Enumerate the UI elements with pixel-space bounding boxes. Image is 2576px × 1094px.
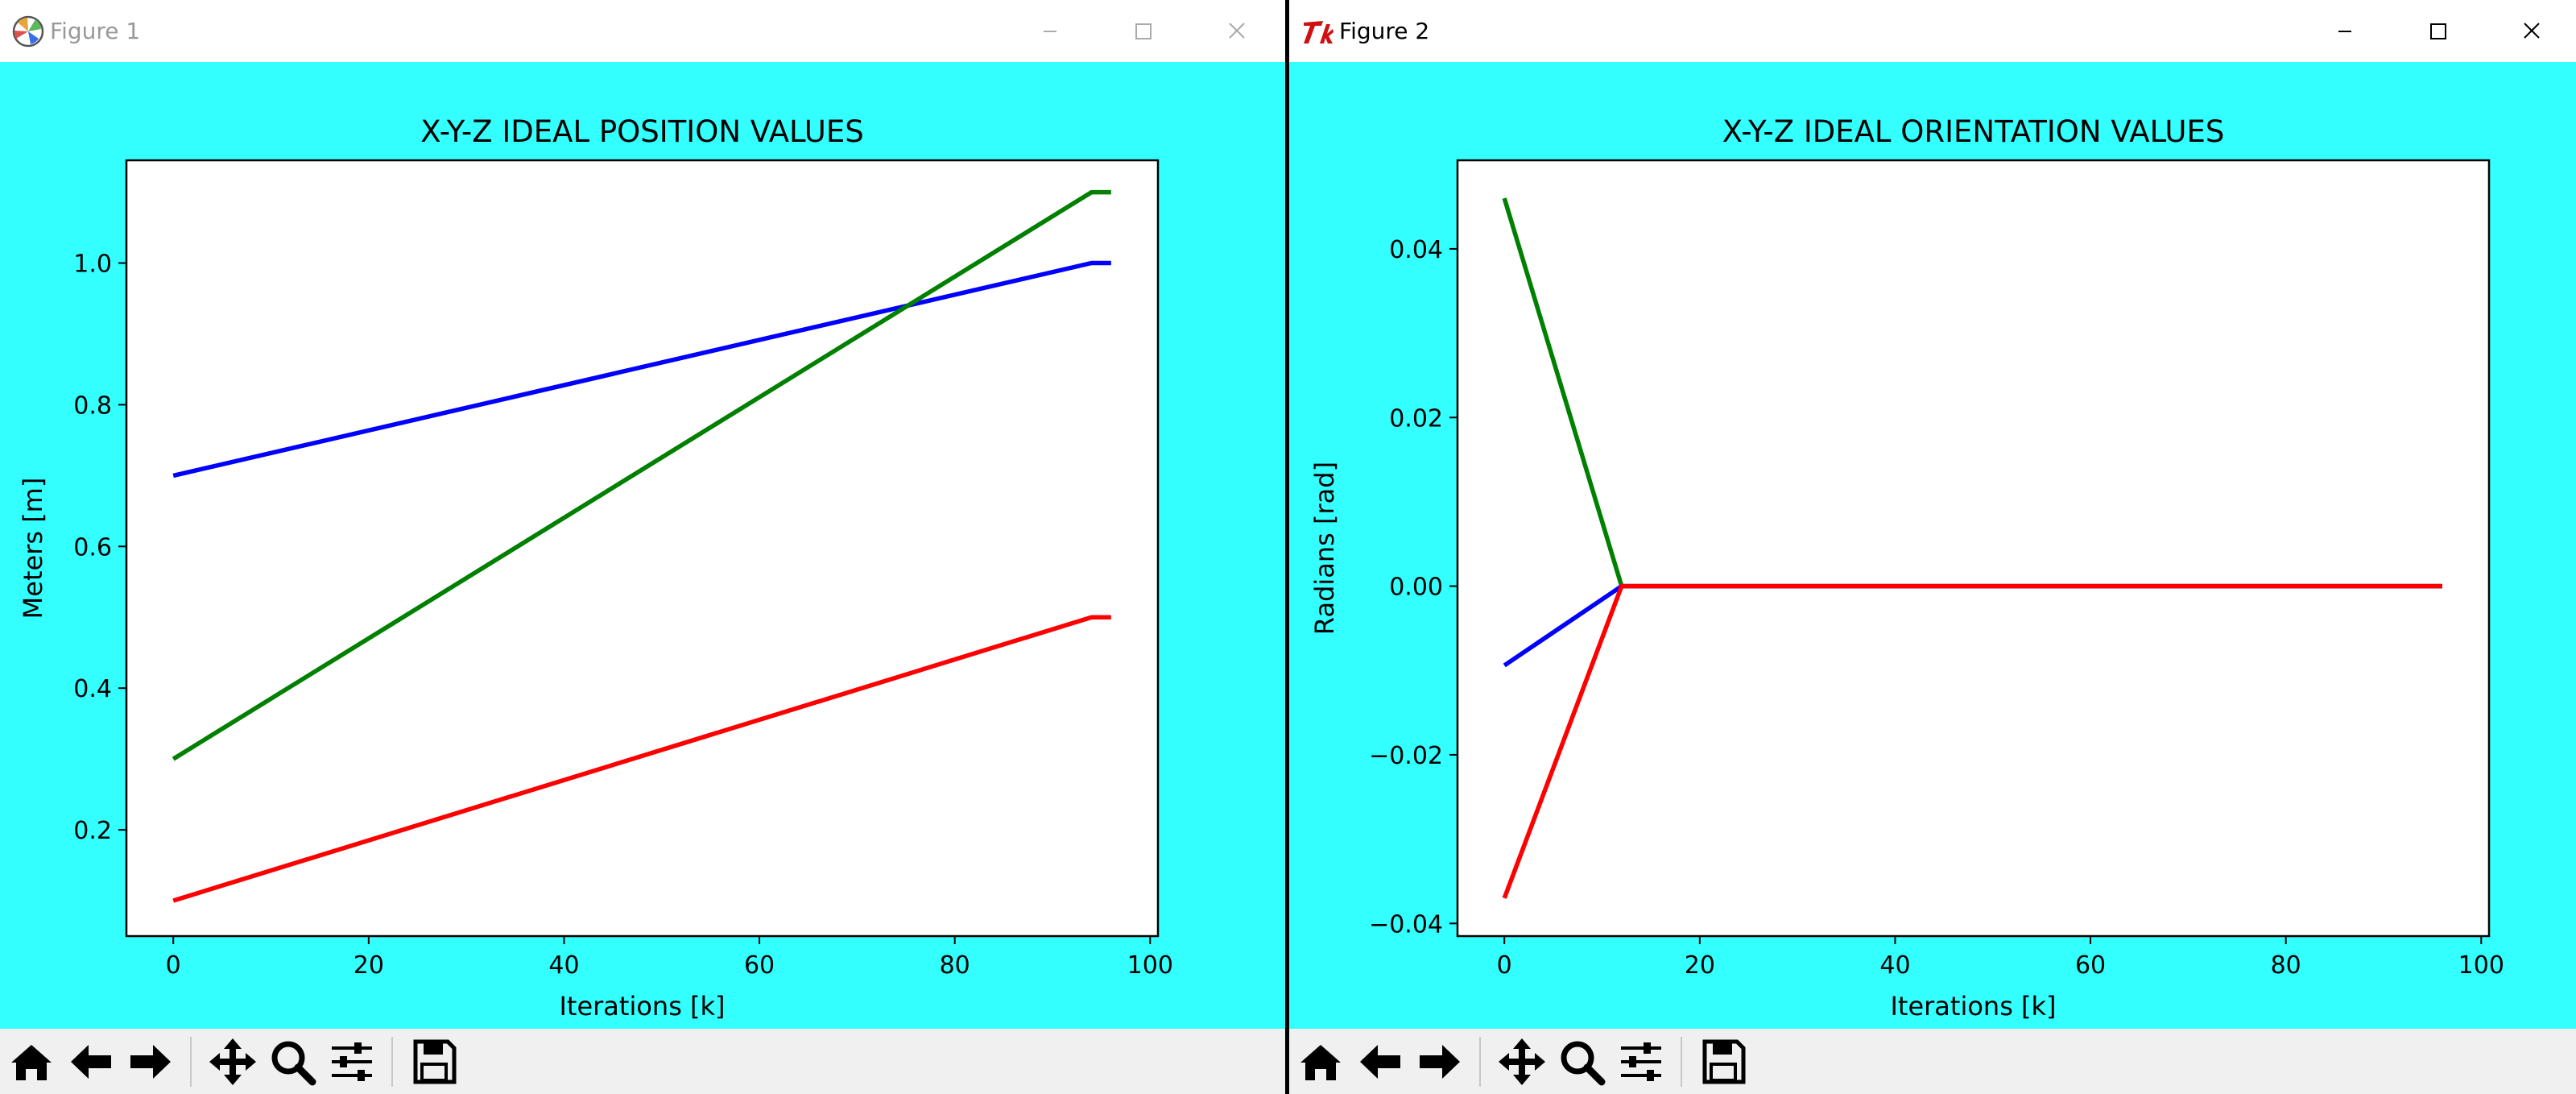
minimize-icon <box>1044 31 1056 32</box>
y-tick-label: 0.8 <box>73 392 112 420</box>
maximize-icon <box>1135 23 1152 39</box>
figure-canvas[interactable]: 0 20 40 60 80 100 0.2 0.4 0.6 0.8 1.0 X-Y-Z IDEAL P… <box>0 62 1285 1029</box>
window-title: Figure 1 <box>50 18 141 44</box>
maximize-icon <box>2430 23 2446 39</box>
zoom-button[interactable] <box>1555 1035 1608 1088</box>
home-icon <box>1300 1045 1341 1080</box>
y-tick-label: 0.04 <box>1389 236 1443 264</box>
orientation-chart: 0 20 40 60 80 100 −0.04 −0.02 0.00 0.02 0.04 X-Y-Z … <box>1309 114 2504 1021</box>
pan-button[interactable] <box>206 1035 259 1088</box>
axes-frame <box>125 159 1160 938</box>
x-tick-label: 60 <box>2075 951 2106 980</box>
move-icon <box>1499 1038 1545 1085</box>
home-button[interactable] <box>1294 1035 1347 1088</box>
matplotlib-logo-icon <box>12 15 44 48</box>
back-button[interactable] <box>1354 1035 1407 1088</box>
window-title: Figure 2 <box>1339 18 1430 44</box>
title-bar[interactable]: Figure 2 <box>1289 0 2576 62</box>
back-button[interactable] <box>64 1035 118 1088</box>
chart-title: X-Y-Z IDEAL ORIENTATION VALUES <box>1722 114 2225 149</box>
position-chart: 0 20 40 60 80 100 0.2 0.4 0.6 0.8 1.0 X-Y-Z IDEAL P… <box>18 114 1173 1021</box>
x-tick-label: 0 <box>166 951 181 980</box>
series-line-1 <box>172 189 1111 761</box>
x-tick-label: 80 <box>940 951 970 980</box>
figure-1-window: Figure 1 0 20 40 60 80 100 0.2 0.4 0.6 0.8 1.0 X-Y-… <box>0 0 1285 1094</box>
y-tick-label: 0.02 <box>1389 404 1443 433</box>
y-tick-label: 1.0 <box>73 251 112 279</box>
series-line-0 <box>172 260 1111 479</box>
forward-button[interactable] <box>1413 1035 1466 1088</box>
x-axis-label: Iterations [k] <box>559 991 725 1021</box>
save-button[interactable] <box>407 1035 461 1088</box>
x-tick-label: 40 <box>1879 951 1910 980</box>
save-button[interactable] <box>1697 1035 1750 1088</box>
y-axis-label: Radians [rad] <box>1309 462 1340 635</box>
arrow-right-icon <box>130 1045 171 1079</box>
plot-area <box>126 160 1158 936</box>
save-icon <box>413 1039 457 1084</box>
maximize-button[interactable] <box>2416 10 2461 52</box>
y-tick-label: −0.04 <box>1369 910 1443 939</box>
minimize-icon <box>2338 31 2351 32</box>
minimize-button[interactable] <box>2322 10 2367 52</box>
axes-frame <box>1456 159 2491 938</box>
figure-2-window: Figure 2 0 20 40 60 80 100 −0.04 −0.02 0.00 0.02 0… <box>1289 0 2576 1094</box>
subplots-button[interactable] <box>1615 1035 1668 1088</box>
x-axis-label: Iterations [k] <box>1890 991 2056 1021</box>
forward-button[interactable] <box>124 1035 177 1088</box>
y-axis-label: Meters [m] <box>18 478 48 620</box>
move-icon <box>209 1038 256 1085</box>
series-line-2 <box>172 615 1111 903</box>
y-tick-label: 0.2 <box>73 817 112 845</box>
y-tick-label: 0.4 <box>73 675 112 703</box>
navigation-toolbar <box>1289 1029 2576 1094</box>
x-tick-label: 80 <box>2271 951 2301 980</box>
close-icon <box>1229 23 1245 39</box>
zoom-icon <box>271 1041 316 1086</box>
home-icon <box>11 1045 52 1080</box>
zoom-icon <box>1561 1041 1606 1086</box>
tk-logo-icon <box>1304 21 1333 44</box>
plot-area <box>1458 160 2489 936</box>
x-tick-label: 100 <box>1127 951 1173 980</box>
arrow-left-icon <box>1360 1045 1400 1079</box>
series-line-2 <box>1502 583 2442 899</box>
zoom-button[interactable] <box>266 1035 319 1088</box>
sliders-icon <box>332 1042 372 1081</box>
save-icon <box>1702 1039 1746 1084</box>
y-tick-label: 0.6 <box>73 533 112 562</box>
sliders-icon <box>1621 1042 1661 1081</box>
x-tick-label: 40 <box>548 951 579 980</box>
minimize-button[interactable] <box>1028 10 1073 52</box>
arrow-left-icon <box>71 1045 111 1079</box>
arrow-right-icon <box>1420 1045 1460 1079</box>
navigation-toolbar <box>0 1029 1285 1094</box>
toolbar-separator <box>391 1037 393 1087</box>
close-button[interactable] <box>1214 10 1259 52</box>
chart-title: X-Y-Z IDEAL POSITION VALUES <box>420 114 863 149</box>
figure-canvas[interactable]: 0 20 40 60 80 100 −0.04 −0.02 0.00 0.02 0.04 X-Y-Z … <box>1289 62 2576 1029</box>
close-button[interactable] <box>2509 10 2554 52</box>
toolbar-separator <box>1681 1037 1682 1087</box>
subplots-button[interactable] <box>325 1035 378 1088</box>
maximize-button[interactable] <box>1121 10 1166 52</box>
y-tick-label: −0.02 <box>1369 742 1443 770</box>
close-icon <box>2524 23 2540 39</box>
x-tick-label: 20 <box>1685 951 1715 980</box>
title-bar[interactable]: Figure 1 <box>0 0 1285 62</box>
toolbar-separator <box>1479 1037 1481 1087</box>
x-tick-label: 20 <box>354 951 384 980</box>
x-tick-label: 100 <box>2458 951 2504 980</box>
pan-button[interactable] <box>1495 1035 1548 1088</box>
x-tick-label: 60 <box>744 951 775 980</box>
y-tick-label: 0.00 <box>1389 574 1443 602</box>
x-tick-label: 0 <box>1497 951 1512 980</box>
home-button[interactable] <box>5 1035 58 1088</box>
toolbar-separator <box>190 1037 192 1087</box>
